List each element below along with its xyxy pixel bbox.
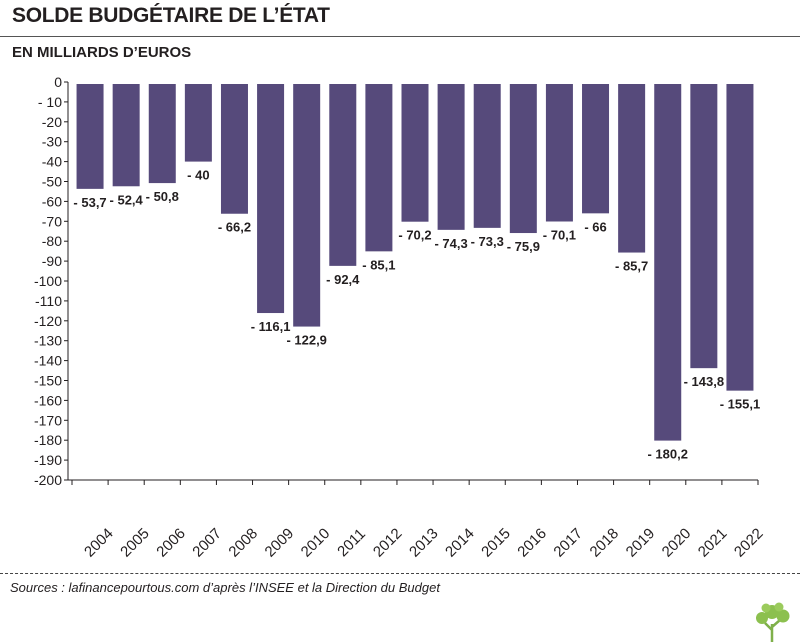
data-label: - 85,7: [615, 259, 648, 274]
bar: [545, 84, 573, 222]
y-tick-label: -90: [42, 253, 62, 269]
y-tick-label: - 10: [38, 94, 62, 110]
x-tick-label: 2013: [406, 525, 442, 561]
x-tick-label: 2010: [298, 525, 334, 561]
data-label: - 52,4: [110, 192, 144, 207]
bar: [654, 84, 682, 441]
y-tick-label: -60: [42, 193, 62, 209]
bar: [437, 84, 465, 230]
bar: [582, 84, 610, 214]
data-label: - 70,1: [543, 227, 576, 242]
x-tick-label: 2021: [695, 525, 731, 561]
bar: [148, 84, 176, 184]
y-tick-label: -140: [34, 353, 62, 369]
data-label: - 66,2: [218, 220, 251, 235]
data-label: - 92,4: [326, 272, 360, 287]
y-tick-label: -150: [34, 373, 62, 389]
y-tick-label: -130: [34, 333, 62, 349]
data-label: - 122,9: [286, 333, 326, 348]
x-tick-label: 2022: [731, 525, 767, 561]
data-label: - 40: [187, 168, 209, 183]
chart-subtitle: EN MILLIARDS D’EUROS: [12, 44, 192, 61]
data-label: - 85,1: [362, 257, 395, 272]
bar: [401, 84, 429, 222]
bar: [329, 84, 357, 266]
x-tick-label: 2014: [442, 525, 478, 561]
bar: [365, 84, 393, 252]
x-tick-label: 2008: [225, 525, 261, 561]
data-label: - 50,8: [146, 189, 179, 204]
chart-title: SOLDE BUDGÉTAIRE DE L’ÉTAT: [12, 4, 330, 27]
tree-leaf-icon: [756, 602, 790, 642]
x-tick-label: 2011: [334, 525, 369, 560]
x-tick-label: 2019: [623, 525, 659, 561]
y-tick-label: -70: [42, 213, 62, 229]
y-tick-label: -170: [34, 412, 62, 428]
data-label: - 74,3: [434, 236, 467, 251]
x-tick-label: 2009: [262, 525, 298, 561]
data-label: - 116,1: [251, 319, 291, 334]
x-tick-label: 2018: [587, 525, 623, 561]
data-label: - 155,1: [720, 397, 760, 412]
data-label: - 143,8: [684, 374, 724, 389]
y-tick-label: -180: [34, 432, 62, 448]
bar: [690, 84, 718, 369]
bar: [618, 84, 646, 253]
x-tick-label: 2012: [370, 525, 406, 561]
y-tick-label: -190: [34, 452, 62, 468]
y-tick-label: -110: [35, 293, 62, 309]
x-tick-label: 2015: [478, 525, 514, 561]
y-tick-label: -100: [34, 273, 62, 289]
data-label: - 53,7: [73, 195, 106, 210]
y-tick-label: 0: [54, 74, 62, 90]
data-label: - 66: [584, 219, 606, 234]
x-tick-label: 2004: [81, 525, 117, 561]
bar: [293, 84, 321, 327]
bar: [509, 84, 537, 234]
x-tick-label: 2006: [153, 525, 189, 561]
data-label: - 75,9: [507, 239, 540, 254]
y-tick-label: -120: [34, 313, 62, 329]
bar: [473, 84, 501, 228]
y-tick-label: -50: [42, 174, 62, 190]
source-note: Sources : lafinancepourtous.com d’après …: [10, 580, 440, 595]
x-tick-label: 2007: [189, 525, 225, 561]
data-label: - 180,2: [647, 447, 687, 462]
bar: [726, 84, 754, 391]
footer-divider: [0, 573, 800, 574]
y-tick-label: -20: [42, 114, 62, 130]
x-tick-label: 2016: [514, 525, 550, 561]
data-label: - 73,3: [471, 234, 504, 249]
y-tick-label: -30: [42, 134, 62, 150]
x-tick-label: 2017: [550, 525, 586, 561]
x-tick-label: 2020: [659, 525, 695, 561]
data-label: - 70,2: [398, 228, 431, 243]
bar: [184, 84, 212, 162]
y-tick-label: -40: [42, 154, 62, 170]
title-divider: [0, 36, 800, 37]
bar: [76, 84, 104, 189]
bar-chart: 0 - 10 -20 -30 -40 -50 -60 -70 -80 -90 -100 -110 -12…: [34, 74, 767, 561]
y-tick-label: -200: [34, 472, 62, 488]
bar: [112, 84, 140, 187]
y-tick-label: -80: [42, 233, 62, 249]
x-tick-label: 2005: [117, 525, 153, 561]
y-tick-label: -160: [34, 392, 62, 408]
bar: [220, 84, 248, 214]
bar: [257, 84, 285, 314]
